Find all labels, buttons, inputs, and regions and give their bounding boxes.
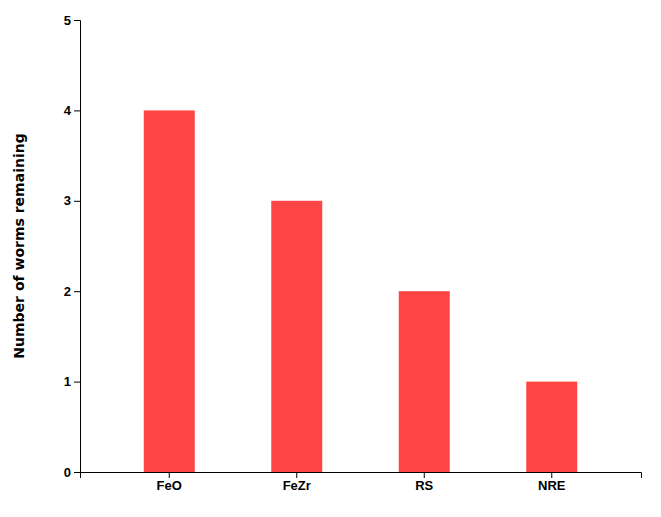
x-tick-mark: [296, 472, 297, 478]
x-tick: RS: [415, 472, 433, 493]
bar: [144, 110, 195, 472]
y-tick-label: 2: [64, 284, 71, 299]
y-tick: 0: [64, 465, 80, 480]
y-tick-mark: [74, 472, 80, 473]
x-tick: NRE: [538, 472, 566, 493]
x-tick: FeO: [157, 472, 182, 493]
bar: [271, 201, 322, 472]
y-tick-label: 1: [64, 374, 71, 389]
y-tick: 4: [64, 103, 80, 118]
x-tick-mark: [424, 472, 425, 478]
y-tick-mark: [74, 291, 80, 292]
bars: [144, 110, 578, 472]
y-tick-mark: [74, 110, 80, 111]
y-tick-mark: [74, 382, 80, 383]
x-tick-label: FeO: [157, 478, 182, 493]
y-tick-label: 4: [64, 103, 72, 118]
chart-container: FeO FeZr RS NRE 0 1 2 3 4 5 Number of worms remain…: [0, 0, 661, 517]
x-axis: FeO FeZr RS NRE: [81, 472, 642, 493]
y-tick-label: 5: [64, 13, 71, 28]
y-tick: 2: [64, 284, 80, 299]
bar: [399, 291, 450, 472]
y-axis-title: Number of worms remaining: [11, 133, 27, 358]
y-tick-label: 3: [64, 193, 71, 208]
y-tick: 1: [64, 374, 80, 389]
y-axis-line: [74, 21, 81, 473]
plot-area: FeO FeZr RS NRE 0 1 2 3 4 5: [64, 13, 642, 494]
y-tick: 3: [64, 193, 80, 208]
x-tick-label: RS: [415, 478, 433, 493]
y-tick-mark: [74, 20, 80, 21]
y-tick-label: 0: [64, 465, 71, 480]
x-tick-mark: [169, 472, 170, 478]
x-tick-label: NRE: [538, 478, 566, 493]
bar: [526, 382, 577, 472]
y-tick-mark: [74, 201, 80, 202]
chart-svg: FeO FeZr RS NRE 0 1 2 3 4 5 Number of worms remain…: [0, 0, 661, 517]
y-axis: 0 1 2 3 4 5: [64, 13, 81, 480]
x-tick-label: FeZr: [283, 478, 311, 493]
x-tick-mark: [551, 472, 552, 478]
x-tick: FeZr: [283, 472, 311, 493]
y-tick: 5: [64, 13, 80, 28]
x-axis-line: [81, 473, 642, 479]
